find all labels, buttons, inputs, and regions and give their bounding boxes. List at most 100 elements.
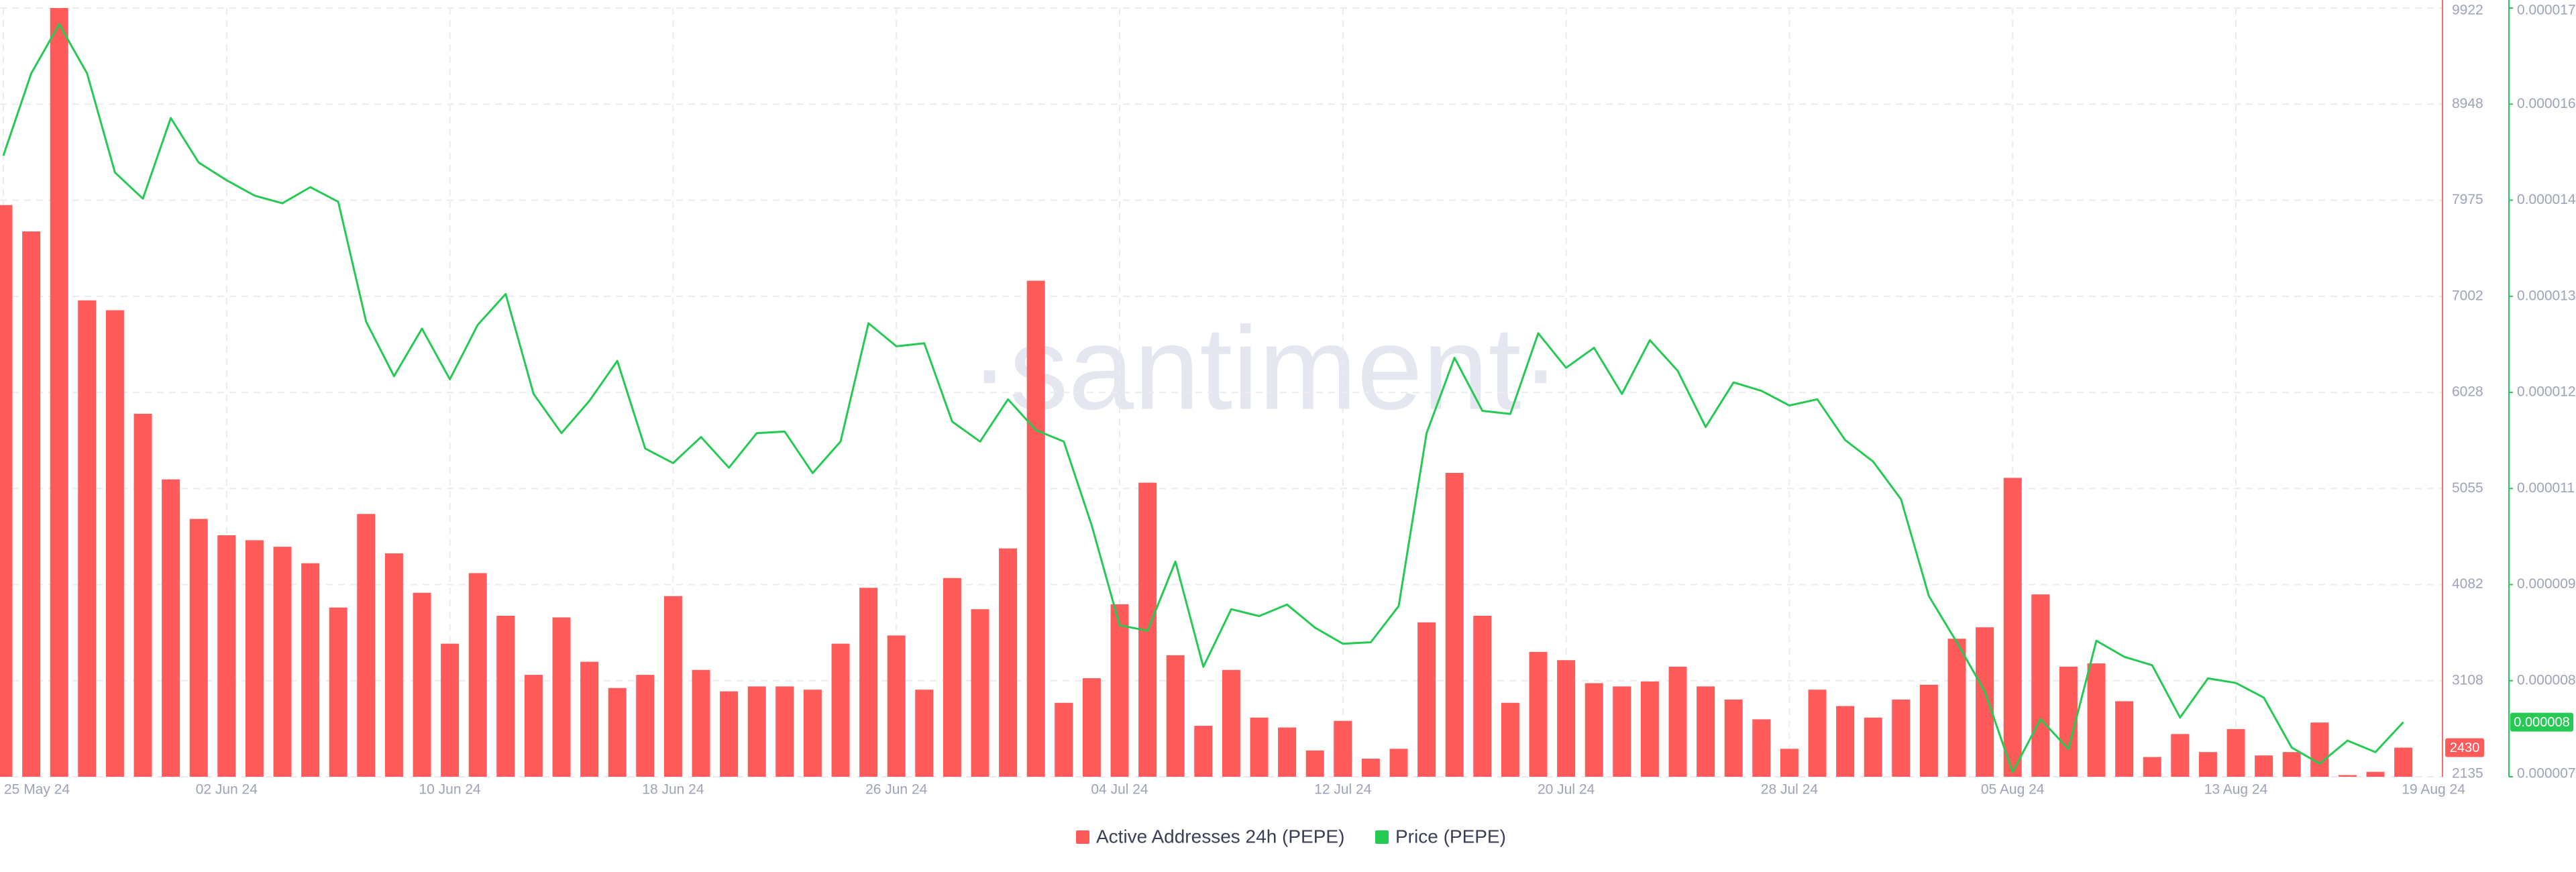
bar: [1305, 750, 1324, 777]
bar: [1194, 726, 1213, 777]
bar: [524, 675, 543, 777]
bar: [1026, 280, 1045, 777]
bar: [441, 643, 460, 777]
x-tick-label: 12 Jul 24: [1314, 782, 1372, 798]
bar: [1640, 681, 1659, 777]
bar: [2087, 663, 2106, 777]
legend-label: Price (PEPE): [1395, 826, 1506, 847]
y2-tick-label: 0.000017: [2517, 3, 2576, 18]
bar: [384, 553, 403, 777]
bar: [1445, 473, 1464, 777]
x-tick-label: 04 Jul 24: [1091, 782, 1148, 798]
bar: [2003, 478, 2022, 777]
x-tick-label: 28 Jul 24: [1761, 782, 1819, 798]
bar: [245, 540, 264, 777]
bar: [720, 691, 739, 777]
bar: [2198, 752, 2217, 777]
bar: [413, 592, 431, 777]
bar: [1919, 684, 1938, 777]
bar: [1557, 660, 1576, 777]
x-tick-label: 10 Jun 24: [419, 782, 481, 798]
bar: [1947, 639, 1966, 777]
bar: [0, 205, 13, 777]
bar: [692, 669, 710, 777]
bar: [1836, 706, 1855, 777]
bar: [78, 300, 97, 777]
bar: [775, 686, 794, 777]
price-line: [2, 23, 2404, 773]
bar: [2226, 728, 2245, 777]
bar: [189, 519, 208, 777]
y-tick-label: 7002: [2452, 288, 2483, 303]
bar: [1361, 759, 1380, 777]
bar: [831, 643, 850, 777]
bar: [608, 688, 627, 777]
bar: [468, 573, 487, 777]
bar: [1668, 666, 1687, 777]
x-tick-label: 02 Jun 24: [196, 782, 258, 798]
y2-tick-label: 0.000016: [2517, 96, 2576, 111]
bar: [2143, 757, 2161, 777]
bar: [915, 690, 934, 777]
bar: [22, 231, 41, 777]
bar: [496, 615, 515, 777]
bar: [1780, 749, 1799, 777]
y-tick-label: 7975: [2452, 192, 2483, 207]
legend-swatch: [1375, 830, 1389, 844]
bar: [1724, 699, 1743, 777]
y2-tick-label: 0.000014: [2517, 192, 2576, 207]
y-tick-label: 3108: [2452, 672, 2483, 688]
bar: [133, 413, 152, 777]
bar: [552, 617, 571, 777]
bar: [1752, 719, 1771, 777]
bar: [357, 514, 376, 777]
y2-tick-label: 0.000008: [2517, 672, 2576, 688]
bar: [1166, 655, 1185, 777]
bar: [162, 479, 180, 777]
bar: [2115, 701, 2134, 777]
bar: [1222, 669, 1240, 777]
bar: [105, 310, 124, 777]
y-tick-label: 4082: [2452, 576, 2483, 592]
legend-label: Active Addresses 24h (PEPE): [1096, 826, 1344, 847]
bar: [1473, 615, 1492, 777]
bar: [999, 548, 1018, 777]
watermark: ·santiment·: [970, 303, 1560, 434]
value-badge-label: 0.000008: [2514, 715, 2569, 730]
value-badge: [2445, 738, 2484, 757]
bar: [2282, 752, 2301, 777]
bar: [663, 596, 682, 777]
value-badge: [2510, 712, 2573, 732]
bar: [1892, 699, 1911, 777]
bar: [2310, 722, 2329, 777]
x-tick-label: 20 Jul 24: [1538, 782, 1595, 798]
bar: [1585, 683, 1603, 777]
y2-tick-label: 0.000011: [2517, 480, 2575, 496]
bar: [2255, 755, 2273, 777]
bar: [1082, 678, 1101, 777]
y-tick-label: 8948: [2452, 96, 2483, 111]
bar: [859, 588, 878, 777]
value-badge-label: 2430: [2450, 741, 2480, 755]
bar: [2171, 734, 2190, 777]
bar: [1976, 627, 1994, 777]
bar: [1334, 720, 1352, 777]
bar: [1529, 651, 1548, 777]
y-tick-label: 9922: [2452, 3, 2483, 18]
bar: [2366, 771, 2385, 777]
bar: [580, 661, 599, 777]
bar: [1417, 622, 1436, 777]
bar: [636, 675, 655, 777]
bar: [50, 8, 68, 777]
legend-swatch: [1076, 830, 1089, 844]
y-tick-label: 2135: [2452, 766, 2483, 781]
y-tick-label: 5055: [2452, 480, 2483, 496]
bar: [2031, 594, 2050, 777]
bar: [1389, 749, 1408, 777]
bar: [887, 635, 906, 777]
bar: [803, 690, 822, 777]
bar: [329, 607, 347, 777]
bar: [1278, 727, 1297, 777]
